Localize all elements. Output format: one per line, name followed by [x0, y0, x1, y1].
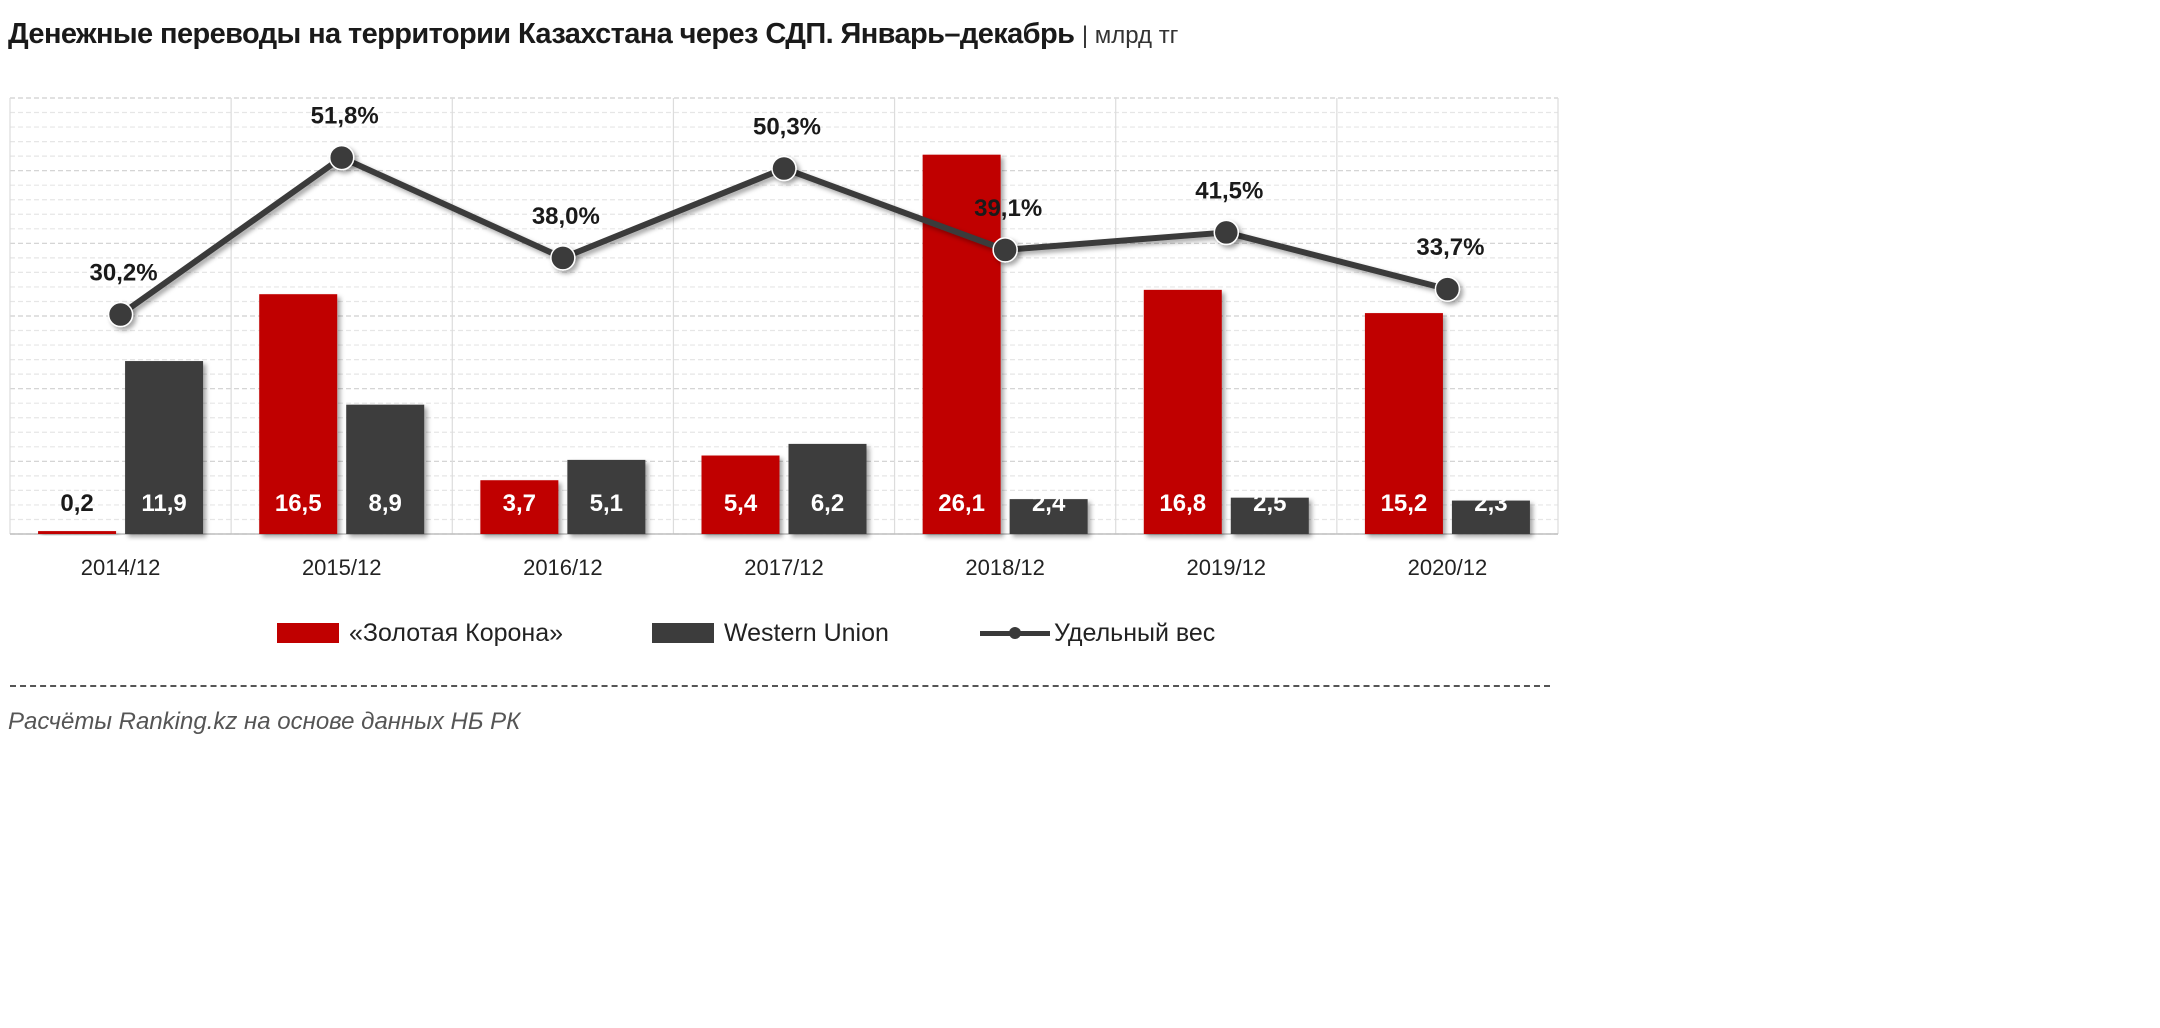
legend-swatch-western — [652, 623, 714, 643]
bar-zolotaya — [259, 294, 338, 534]
bar-zolotaya — [1143, 289, 1222, 534]
bar-western — [125, 361, 204, 534]
x-tick-label: 2020/12 — [1408, 555, 1488, 580]
share-point — [1434, 276, 1461, 302]
legend-item-zolotaya: «Золотая Корона» — [277, 615, 563, 651]
data-label-share: 30,2% — [90, 260, 158, 287]
data-label-western: 8,9 — [369, 490, 402, 517]
x-axis-ticks: 2014/12 2015/12 2016/12 2017/12 2018/12 2019/… — [81, 555, 1487, 580]
data-label-western: 6,2 — [811, 490, 844, 517]
data-label-western: 5,1 — [590, 490, 623, 517]
data-label-share: 33,7% — [1416, 234, 1484, 261]
data-labels: 0,2 11,9 16,5 8,9 3,7 5,1 5,4 6,2 26,1 2,4 16,8 2,5… — [60, 103, 1507, 517]
legend-item-share: Удельный вес — [980, 615, 1215, 651]
data-label-western: 2,4 — [1032, 490, 1066, 517]
data-label-western: 2,3 — [1474, 490, 1507, 517]
bar-western — [1009, 499, 1088, 534]
share-point — [328, 144, 355, 171]
share-point — [107, 301, 134, 328]
share-point — [771, 155, 797, 182]
data-label-zolotaya: 15,2 — [1381, 490, 1428, 517]
bar-zolotaya — [480, 480, 559, 534]
bar-zolotaya — [922, 154, 1001, 534]
data-label-zolotaya: 3,7 — [503, 490, 536, 517]
legend-label-zolotaya: «Золотая Корона» — [349, 618, 564, 647]
share-line — [107, 144, 1461, 328]
data-label-share: 38,0% — [532, 203, 600, 230]
x-tick-label: 2017/12 — [744, 555, 824, 580]
bar-zolotaya — [38, 531, 117, 534]
bar-western — [1230, 497, 1309, 534]
chart-area: 0,2 11,9 16,5 8,9 3,7 5,1 5,4 6,2 26,1 2,4 16,8 2,5… — [9, 97, 1559, 580]
bar-western — [567, 459, 646, 534]
share-point — [992, 237, 1018, 263]
x-tick-label: 2014/12 — [81, 555, 161, 580]
bar-western — [1451, 500, 1530, 534]
data-label-share: 39,1% — [974, 195, 1042, 222]
x-tick-label: 2016/12 — [523, 555, 603, 580]
bar-western — [346, 404, 425, 534]
data-label-zolotaya: 5,4 — [724, 490, 758, 517]
data-label-share: 51,8% — [311, 103, 379, 130]
legend-label-western: Western Union — [724, 618, 889, 647]
legend-item-western: Western Union — [652, 615, 889, 651]
divider — [10, 685, 1550, 687]
share-point — [1213, 219, 1240, 246]
data-label-zolotaya: 0,2 — [60, 490, 93, 517]
title-unit: | млрд тг — [1081, 22, 1179, 49]
data-label-western: 11,9 — [141, 490, 186, 517]
data-label-zolotaya: 16,8 — [1159, 490, 1206, 517]
bar-series — [38, 154, 1530, 534]
legend-swatch-zolotaya — [277, 623, 339, 643]
bar-zolotaya — [1364, 313, 1443, 534]
title-text: Денежные переводы на территории Казахста… — [8, 18, 1075, 50]
share-point — [550, 245, 576, 271]
legend-label-share: Удельный вес — [1054, 618, 1216, 647]
x-tick-label: 2015/12 — [302, 555, 382, 580]
source-note: Расчёты Ranking.kz на основе данных НБ Р… — [8, 708, 521, 735]
data-label-zolotaya: 16,5 — [275, 490, 322, 517]
chart-title: Денежные переводы на территории Казахста… — [8, 18, 1178, 51]
x-tick-label: 2019/12 — [1187, 555, 1267, 580]
data-label-western: 2,5 — [1253, 490, 1286, 517]
legend: «Золотая Корона» Western Union Удельный … — [0, 615, 1568, 651]
data-label-share: 50,3% — [753, 113, 821, 140]
legend-line-marker-icon — [980, 623, 1050, 643]
x-tick-label: 2018/12 — [965, 555, 1045, 580]
bar-western — [788, 443, 867, 534]
data-label-share: 41,5% — [1195, 177, 1263, 204]
bar-zolotaya — [701, 455, 780, 534]
data-label-zolotaya: 26,1 — [938, 490, 985, 517]
